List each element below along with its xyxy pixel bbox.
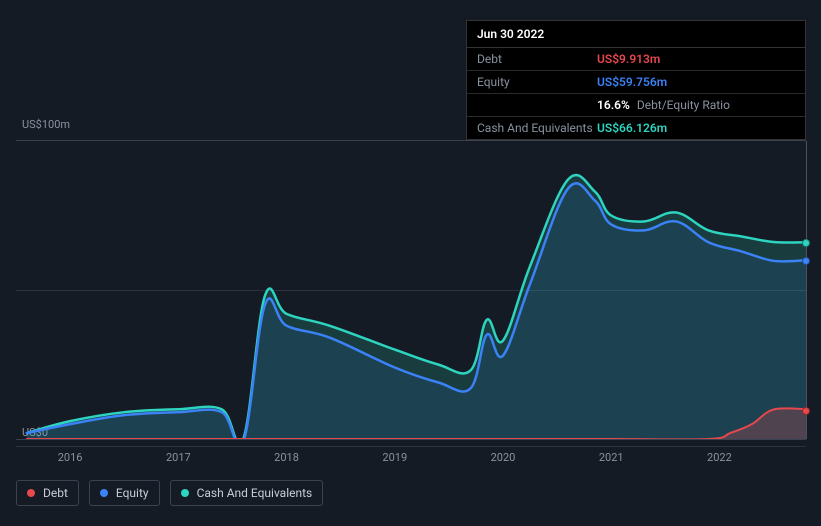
chart-tooltip: Jun 30 2022 Debt US$9.913m Equity US$59.… <box>466 20 806 140</box>
y-axis-label-top: US$100m <box>22 118 70 131</box>
legend-label: Equity <box>116 486 149 500</box>
tooltip-value: 16.6% <box>597 98 630 112</box>
tooltip-label: Debt <box>477 52 597 66</box>
x-tick: 2016 <box>58 451 83 464</box>
x-tick: 2019 <box>382 451 407 464</box>
tooltip-label: Equity <box>477 75 597 89</box>
x-tick: 2022 <box>707 451 732 464</box>
hover-line <box>806 141 807 439</box>
legend-swatch <box>181 489 189 497</box>
marker-debt <box>802 407 810 415</box>
tooltip-label <box>477 98 597 112</box>
marker-cash <box>802 239 810 247</box>
tooltip-value: US$9.913m <box>597 52 660 66</box>
legend-label: Cash And Equivalents <box>197 486 313 500</box>
tooltip-date: Jun 30 2022 <box>467 21 805 48</box>
marker-equity <box>802 257 810 265</box>
tooltip-row-cash: Cash And Equivalents US$66.126m <box>467 117 805 139</box>
tooltip-row-debt: Debt US$9.913m <box>467 48 805 71</box>
legend-item-cash[interactable]: Cash And Equivalents <box>170 480 324 506</box>
chart-svg <box>16 141 806 439</box>
legend-label: Debt <box>43 486 68 500</box>
legend-swatch <box>27 489 35 497</box>
tooltip-label: Cash And Equivalents <box>477 121 597 135</box>
tooltip-row-equity: Equity US$59.756m <box>467 71 805 94</box>
chart-plot[interactable] <box>16 140 806 440</box>
x-tick: 2018 <box>274 451 299 464</box>
x-tick: 2017 <box>166 451 191 464</box>
chart-legend: Debt Equity Cash And Equivalents <box>16 480 323 506</box>
tooltip-row-ratio: 16.6% Debt/Equity Ratio <box>467 94 805 117</box>
legend-item-debt[interactable]: Debt <box>16 480 79 506</box>
chart[interactable]: US$100m US$0 201620172018201920202021202… <box>16 120 806 465</box>
legend-swatch <box>100 489 108 497</box>
legend-item-equity[interactable]: Equity <box>89 480 160 506</box>
x-tick: 2020 <box>491 451 516 464</box>
tooltip-ratio-suffix: Debt/Equity Ratio <box>637 98 730 112</box>
tooltip-value: US$66.126m <box>597 121 667 135</box>
x-axis: 2016 2017 2018 2019 2020 2021 2022 <box>16 446 806 468</box>
x-tick: 2021 <box>599 451 624 464</box>
tooltip-value: US$59.756m <box>597 75 667 89</box>
